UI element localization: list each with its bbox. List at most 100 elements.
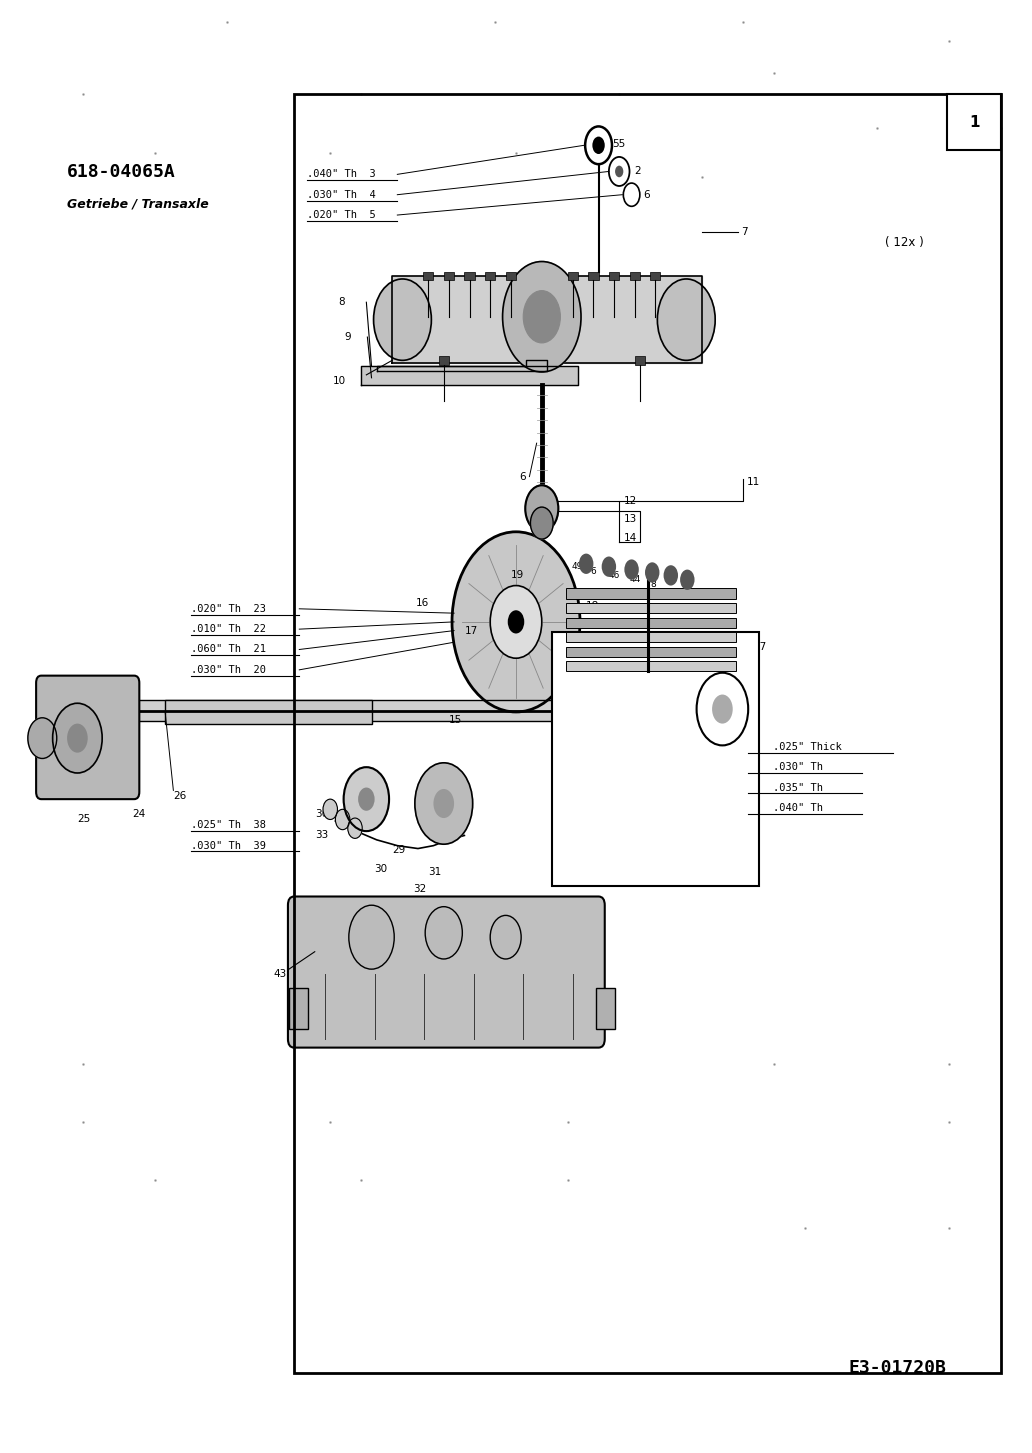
Text: .020" Th  23: .020" Th 23 bbox=[191, 604, 266, 613]
Circle shape bbox=[525, 485, 558, 532]
Circle shape bbox=[523, 291, 560, 343]
Circle shape bbox=[323, 799, 337, 819]
Text: 52: 52 bbox=[634, 683, 645, 692]
Circle shape bbox=[425, 907, 462, 959]
Circle shape bbox=[602, 556, 616, 577]
Text: 32: 32 bbox=[413, 885, 426, 894]
Text: 49: 49 bbox=[572, 562, 583, 571]
Text: 12: 12 bbox=[623, 497, 637, 506]
Text: 51: 51 bbox=[658, 683, 670, 692]
Text: 17: 17 bbox=[464, 626, 478, 635]
Bar bbox=[609, 272, 619, 280]
Bar bbox=[552, 632, 759, 886]
Circle shape bbox=[358, 788, 375, 811]
Text: 44: 44 bbox=[630, 575, 641, 584]
Circle shape bbox=[415, 763, 473, 844]
Circle shape bbox=[335, 809, 350, 830]
Text: 27: 27 bbox=[753, 642, 767, 651]
Circle shape bbox=[349, 905, 394, 969]
Text: 19: 19 bbox=[511, 571, 524, 580]
Text: 35: 35 bbox=[638, 679, 651, 687]
Text: 29: 29 bbox=[392, 846, 406, 854]
Text: 48: 48 bbox=[640, 663, 651, 671]
Bar bbox=[566, 603, 736, 613]
Circle shape bbox=[53, 703, 102, 773]
Text: 9: 9 bbox=[345, 333, 351, 341]
Bar bbox=[635, 356, 645, 365]
Circle shape bbox=[657, 279, 715, 360]
Circle shape bbox=[490, 586, 542, 658]
Text: 28: 28 bbox=[638, 769, 651, 777]
Circle shape bbox=[374, 279, 431, 360]
Text: .030" Th  39: .030" Th 39 bbox=[191, 841, 266, 850]
Text: 16: 16 bbox=[416, 599, 429, 607]
Text: .030" Th  20: .030" Th 20 bbox=[191, 665, 266, 674]
Text: 53: 53 bbox=[574, 692, 585, 700]
Text: 37: 37 bbox=[619, 757, 633, 766]
Text: 25: 25 bbox=[77, 815, 91, 824]
Bar bbox=[78, 700, 610, 721]
Bar bbox=[423, 272, 433, 280]
Bar bbox=[485, 272, 495, 280]
Text: ( 12x ): ( 12x ) bbox=[885, 237, 925, 248]
Text: 8: 8 bbox=[338, 298, 345, 307]
Text: 54: 54 bbox=[562, 644, 578, 654]
Circle shape bbox=[433, 789, 454, 818]
Circle shape bbox=[615, 166, 623, 177]
Text: 41  .040" Th: 41 .040" Th bbox=[748, 804, 824, 812]
Circle shape bbox=[490, 915, 521, 959]
Text: 30: 30 bbox=[375, 865, 388, 873]
Text: .010" Th  22: .010" Th 22 bbox=[191, 625, 266, 634]
Text: 8: 8 bbox=[650, 580, 656, 588]
Bar bbox=[588, 272, 599, 280]
Text: 11: 11 bbox=[747, 478, 761, 487]
Circle shape bbox=[664, 565, 678, 586]
Text: Getriebe / Transaxle: Getriebe / Transaxle bbox=[67, 198, 208, 211]
Text: 34: 34 bbox=[584, 790, 598, 799]
Text: 55: 55 bbox=[612, 139, 625, 148]
Circle shape bbox=[67, 724, 88, 753]
Text: 618-04065A: 618-04065A bbox=[67, 163, 175, 180]
Circle shape bbox=[508, 610, 524, 634]
Text: 10: 10 bbox=[332, 376, 346, 385]
Circle shape bbox=[28, 718, 57, 758]
Bar bbox=[580, 700, 724, 718]
FancyBboxPatch shape bbox=[288, 897, 605, 1048]
Bar bbox=[464, 272, 475, 280]
Text: 43: 43 bbox=[273, 969, 287, 978]
Text: 1: 1 bbox=[969, 115, 979, 129]
Circle shape bbox=[579, 554, 593, 574]
Bar bbox=[596, 988, 615, 1029]
FancyBboxPatch shape bbox=[36, 676, 139, 799]
Circle shape bbox=[680, 570, 695, 590]
Bar bbox=[566, 588, 736, 599]
Text: 33: 33 bbox=[315, 831, 328, 840]
Circle shape bbox=[530, 507, 553, 539]
Text: 40  .035" Th: 40 .035" Th bbox=[748, 783, 824, 792]
Text: 6: 6 bbox=[590, 567, 596, 575]
Text: 31: 31 bbox=[428, 867, 442, 876]
Text: 24: 24 bbox=[132, 809, 146, 818]
Text: .020" Th  5: .020" Th 5 bbox=[307, 211, 376, 219]
Text: 6: 6 bbox=[520, 472, 526, 481]
Text: .040" Th  3: .040" Th 3 bbox=[307, 170, 376, 179]
Text: 2: 2 bbox=[635, 167, 641, 176]
Bar bbox=[165, 700, 372, 724]
Text: 39  .030" Th: 39 .030" Th bbox=[748, 763, 824, 772]
Text: 26: 26 bbox=[173, 792, 187, 801]
Bar bbox=[506, 272, 516, 280]
Text: 42: 42 bbox=[648, 740, 662, 748]
Bar bbox=[566, 661, 736, 671]
Circle shape bbox=[624, 559, 639, 580]
Bar bbox=[566, 618, 736, 628]
Bar bbox=[294, 94, 1001, 1373]
Bar bbox=[439, 356, 449, 365]
Circle shape bbox=[712, 695, 733, 724]
Circle shape bbox=[503, 262, 581, 372]
Text: 50: 50 bbox=[658, 663, 670, 671]
Text: 15: 15 bbox=[449, 715, 462, 725]
Text: 45: 45 bbox=[694, 642, 705, 651]
Circle shape bbox=[348, 818, 362, 838]
Polygon shape bbox=[377, 360, 547, 371]
Bar bbox=[630, 272, 640, 280]
